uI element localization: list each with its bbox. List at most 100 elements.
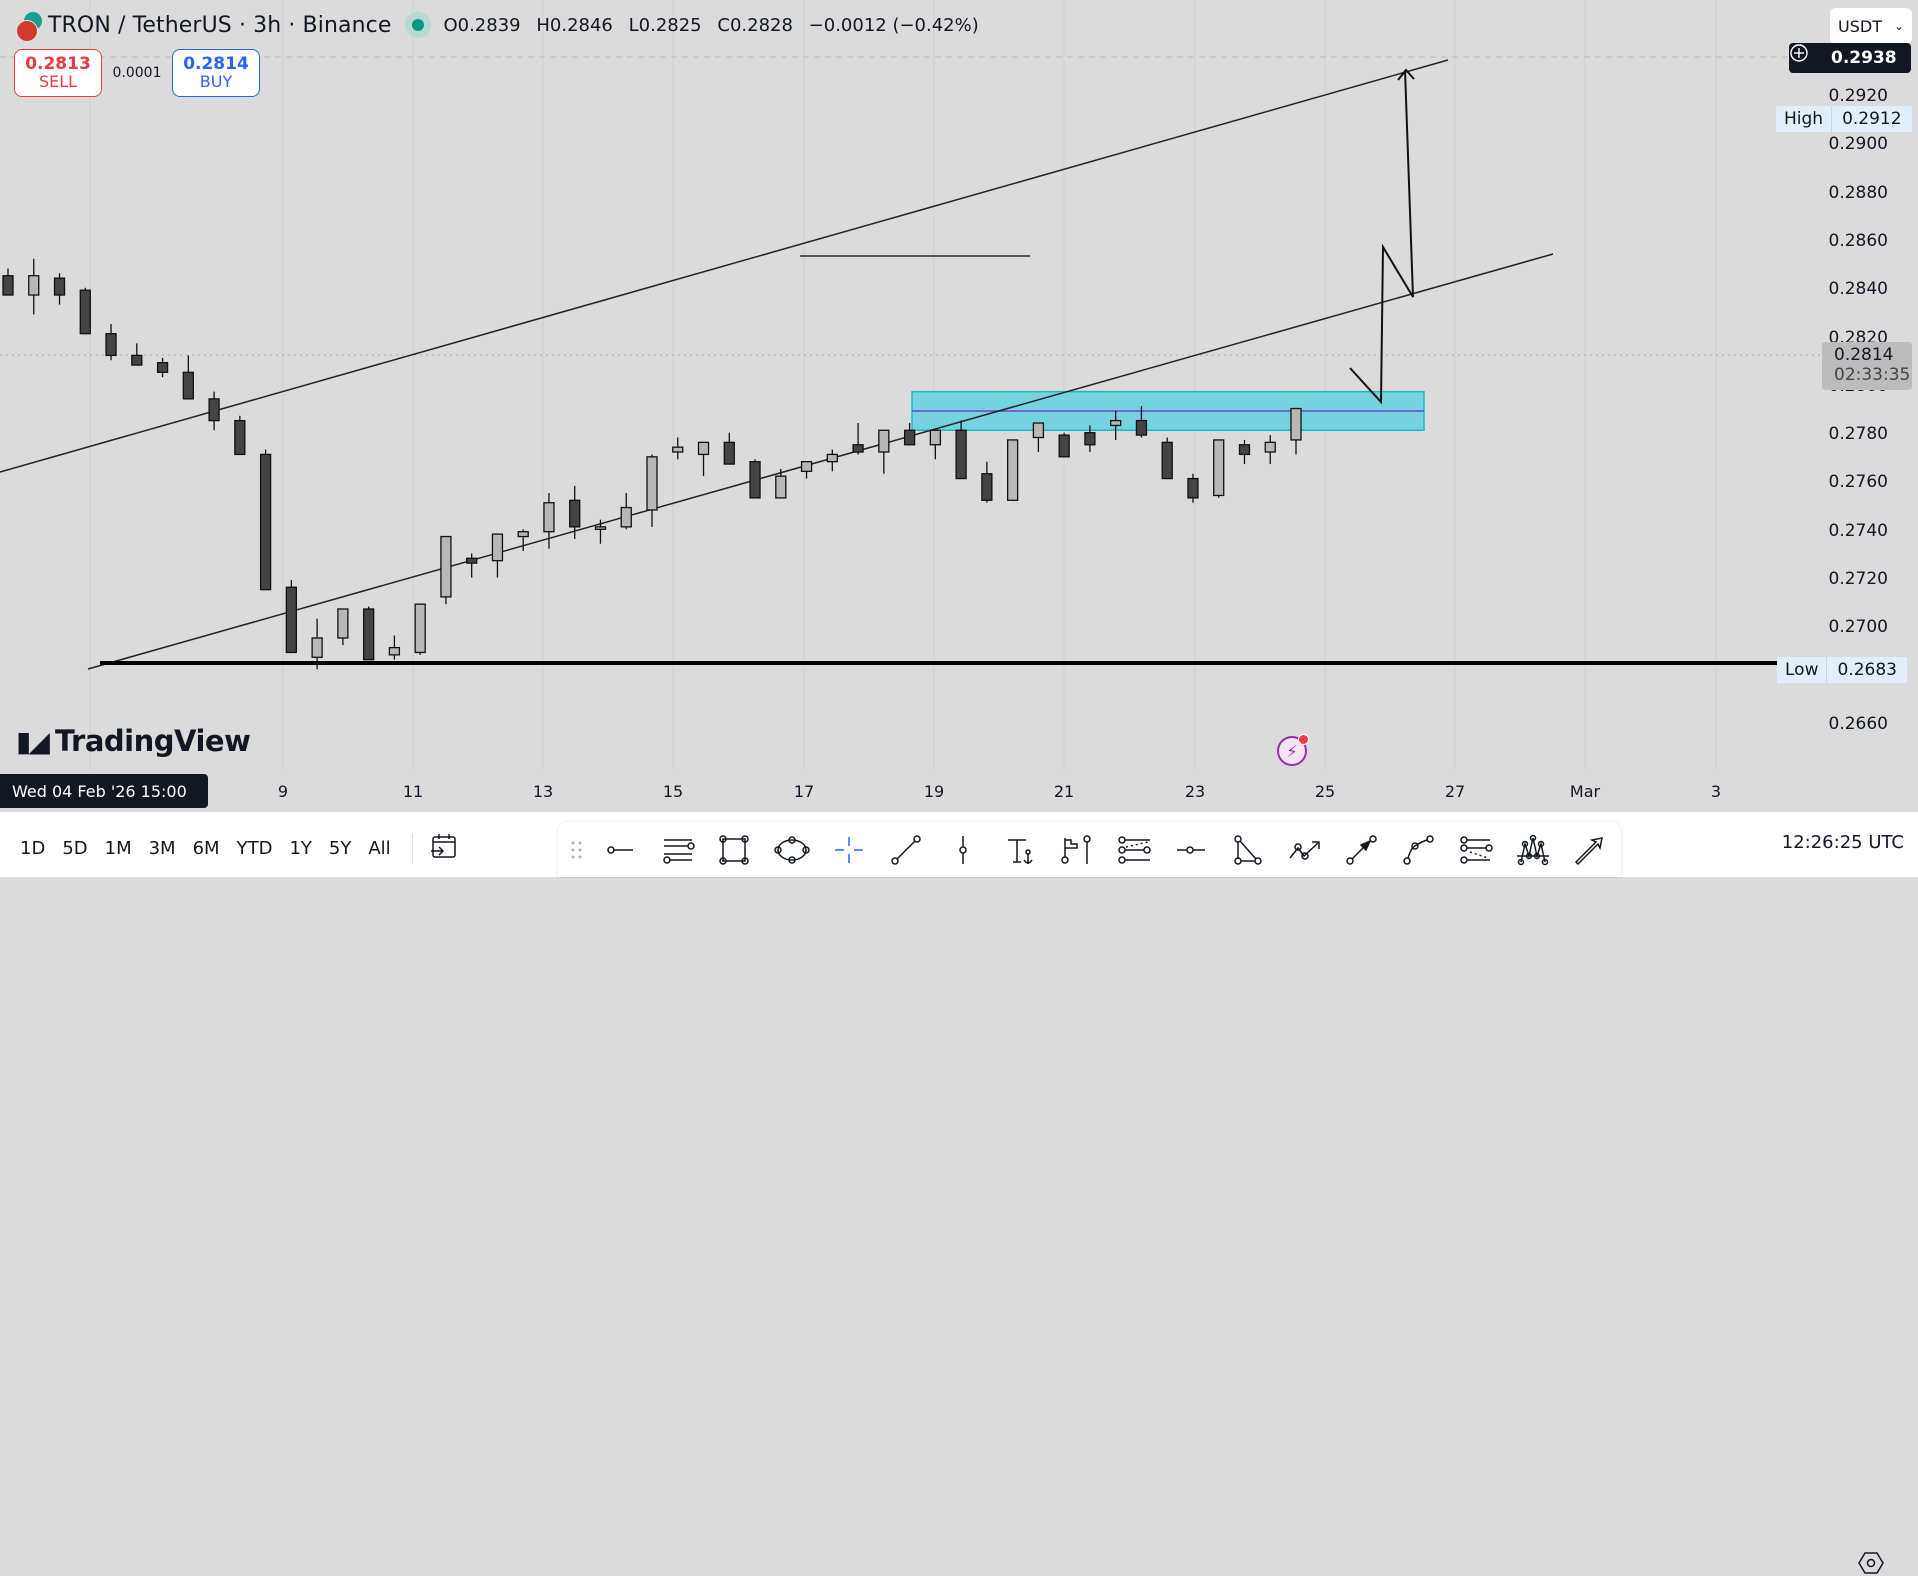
currency-select[interactable]: USDT ⌄ (1830, 8, 1912, 44)
drag-handle-icon[interactable] (568, 835, 586, 865)
triangle-pattern-icon (1233, 834, 1262, 865)
ohlc-values: O0.2839 H0.2846 L0.2825 C0.2828 −0.0012 … (443, 14, 979, 36)
candle-body (1238, 444, 1251, 456)
candle-body (105, 333, 117, 357)
range-button-1y[interactable]: 1Y (289, 838, 312, 859)
candle-body (903, 429, 916, 446)
candle-body (337, 608, 349, 639)
range-button-6m[interactable]: 6M (192, 838, 220, 859)
candle-body (1213, 439, 1225, 497)
flag-pin-button[interactable] (1048, 828, 1105, 872)
trend-line-icon (890, 834, 921, 865)
candle-body (1264, 441, 1276, 453)
lightning-alert-icon[interactable]: ⚡ (1277, 734, 1309, 766)
path-arrow-button[interactable] (1276, 828, 1333, 872)
arrow-tool-button[interactable] (1561, 828, 1618, 872)
price-tick-label: 0.2760 (1828, 472, 1888, 493)
price-tick-label: 0.2740 (1828, 520, 1888, 541)
symbol-legend: TRON / TetherUS · 3h · Binance O0.2839 H… (10, 10, 989, 42)
candle-body (1161, 441, 1173, 480)
add-alert-plus-icon[interactable] (1789, 43, 1821, 73)
candle-body (1084, 432, 1096, 446)
time-tick-label: 19 (923, 782, 945, 801)
candle-body (491, 533, 504, 562)
high-value: 0.2846 (549, 14, 613, 36)
crosshair-tool-icon (834, 836, 863, 863)
symbol-title[interactable]: TRON / TetherUS · 3h · Binance (48, 12, 392, 38)
candle-body (466, 557, 478, 564)
candle-body (414, 603, 426, 654)
change-value: −0.0012 (−0.42%) (808, 14, 979, 36)
time-tick-label: 15 (662, 782, 684, 801)
fib-channel-icon (1459, 835, 1493, 864)
range-button-all[interactable]: All (368, 838, 391, 859)
anchored-text-button[interactable] (991, 828, 1048, 872)
parallel-channel-button[interactable] (649, 828, 706, 872)
curve-tool-icon (1402, 834, 1434, 865)
candle-body (955, 429, 967, 480)
projection-path (1349, 69, 1414, 405)
candle-body (234, 419, 246, 456)
range-button-5d[interactable]: 5D (62, 838, 88, 859)
tradingview-logo[interactable]: ▮◢ TradingView (16, 724, 251, 758)
candle-body (79, 289, 91, 335)
chart-settings-icon[interactable] (1858, 1550, 1884, 1576)
flag-pin-icon (1060, 834, 1091, 864)
ellipse-tool-button[interactable] (763, 828, 820, 872)
fib-channel-button[interactable] (1447, 828, 1504, 872)
candle-body (182, 371, 194, 400)
fib-retracement-icon (1117, 835, 1151, 864)
time-axis[interactable]: 9 11 13 15 17 19 21 23 25 27 Mar 3 (0, 770, 1918, 1574)
chart-pane[interactable]: TRON / TetherUS · 3h · Binance O0.2839 H… (0, 0, 1918, 770)
drawing-toolbar (558, 822, 1621, 877)
curve-tool-button[interactable] (1390, 828, 1447, 872)
crosshair-tool-button[interactable] (820, 828, 877, 872)
vertical-line-button[interactable] (934, 828, 991, 872)
candle-body (981, 473, 993, 501)
candle-body (775, 475, 787, 499)
candle-body (131, 354, 143, 366)
price-tick-label: 0.2660 (1828, 713, 1888, 734)
candle-body (53, 277, 66, 296)
time-tick-label: 25 (1314, 782, 1336, 801)
horizontal-ray-button[interactable] (1162, 828, 1219, 872)
low-price-tag: Low 0.2683 (1777, 657, 1907, 683)
candle-body (852, 444, 864, 453)
trade-panel: 0.2813 SELL 0.0001 0.2814 BUY (14, 49, 260, 97)
candle-body (285, 586, 298, 654)
price-chart-canvas[interactable] (0, 0, 1918, 770)
range-button-ytd[interactable]: YTD (236, 838, 273, 859)
go-to-date-icon[interactable] (429, 832, 459, 865)
trend-line-button[interactable] (877, 828, 934, 872)
head-shoulders-button[interactable] (1504, 828, 1561, 872)
range-button-1d[interactable]: 1D (20, 838, 46, 859)
divider (411, 833, 413, 864)
crosshair-price-tag[interactable]: 0.2938 (1789, 43, 1911, 73)
utc-clock[interactable]: 12:26:25 UTC (1781, 832, 1904, 853)
spread-value: 0.0001 (112, 65, 162, 81)
date-range-buttons: 1D 5D 1M 3M 6M YTD 1Y 5Y All (20, 832, 476, 865)
candle-body (1006, 439, 1019, 501)
fib-retracement-button[interactable] (1105, 828, 1162, 872)
buy-button[interactable]: 0.2814 BUY (172, 49, 260, 97)
arrow-marker-button[interactable] (1333, 828, 1390, 872)
price-tick-label: 0.2780 (1828, 424, 1888, 445)
candle-body (2, 275, 14, 296)
sell-button[interactable]: 0.2813 SELL (14, 49, 102, 97)
arrow-tool-icon (1574, 836, 1603, 865)
range-button-1m[interactable]: 1M (104, 838, 132, 859)
notification-badge (1298, 734, 1309, 745)
price-tick-label: 0.2920 (1828, 86, 1888, 106)
ray-tool-button[interactable] (592, 828, 649, 872)
rectangle-tool-button[interactable] (706, 828, 763, 872)
candle-body (311, 637, 323, 658)
tron-usdt-pair-icon (10, 10, 44, 42)
time-tick-label: 9 (277, 782, 289, 801)
range-button-5y[interactable]: 5Y (328, 838, 352, 859)
candle-body (569, 499, 581, 528)
triangle-pattern-button[interactable] (1219, 828, 1276, 872)
price-tick-label: 0.2880 (1828, 182, 1888, 203)
candle-body (929, 429, 942, 446)
range-button-3m[interactable]: 3M (148, 838, 176, 859)
candle-body (800, 461, 813, 472)
